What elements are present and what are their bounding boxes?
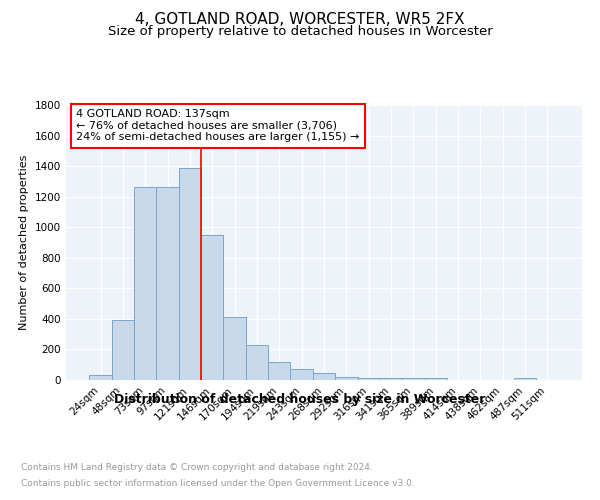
Text: Contains HM Land Registry data © Crown copyright and database right 2024.: Contains HM Land Registry data © Crown c… [21,462,373,471]
Text: 4, GOTLAND ROAD, WORCESTER, WR5 2FX: 4, GOTLAND ROAD, WORCESTER, WR5 2FX [135,12,465,28]
Bar [112,320,134,380]
Bar [402,378,425,380]
Bar [380,378,402,380]
Bar [425,378,447,380]
Text: Contains public sector information licensed under the Open Government Licence v3: Contains public sector information licen… [21,479,415,488]
Bar [335,377,358,380]
Bar [201,235,223,380]
Bar [313,373,335,380]
Text: Size of property relative to detached houses in Worcester: Size of property relative to detached ho… [107,25,493,38]
Bar [358,378,380,380]
Bar [89,376,112,380]
Bar [514,378,536,380]
Bar [223,318,246,380]
Text: Distribution of detached houses by size in Worcester: Distribution of detached houses by size … [115,392,485,406]
Bar [246,345,268,380]
Bar [157,188,179,380]
Text: 4 GOTLAND ROAD: 137sqm
← 76% of detached houses are smaller (3,706)
24% of semi-: 4 GOTLAND ROAD: 137sqm ← 76% of detached… [76,109,359,142]
Bar [179,168,201,380]
Bar [134,188,157,380]
Bar [268,362,290,380]
Bar [290,370,313,380]
Y-axis label: Number of detached properties: Number of detached properties [19,155,29,330]
